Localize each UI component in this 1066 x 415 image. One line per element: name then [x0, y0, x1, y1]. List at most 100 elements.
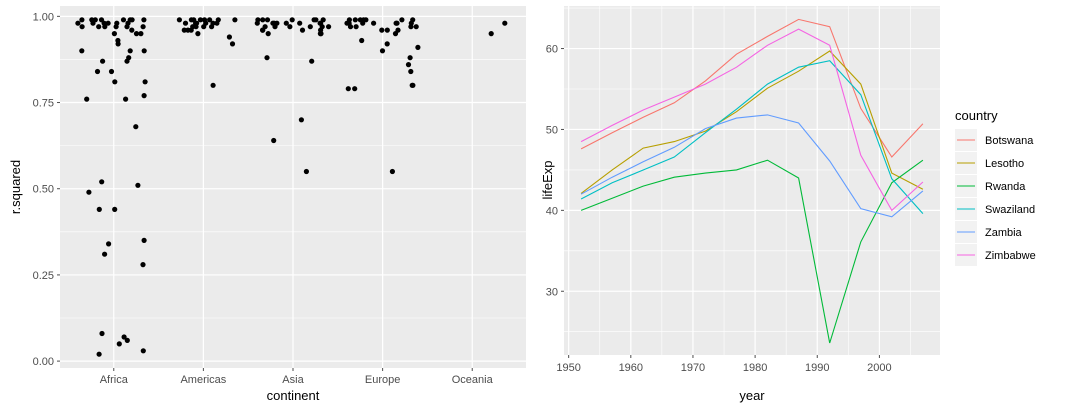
legend-label: Botswana: [985, 135, 1034, 147]
data-point-americas: [207, 17, 213, 23]
data-point-africa: [114, 20, 120, 26]
legend-title: country: [955, 108, 998, 123]
data-point-africa: [112, 79, 118, 85]
data-point-europe: [399, 17, 405, 23]
data-point-africa: [133, 124, 139, 130]
data-point-africa: [124, 337, 130, 343]
left-x-axis-label: continent: [267, 388, 320, 403]
data-point-africa: [141, 237, 147, 243]
left-x-tick-label: Europe: [365, 374, 400, 386]
legend-items: Botswana Lesotho Rwanda Swaziland Zambia Zimb…: [955, 129, 1036, 266]
left-chart: 0.00 0.25 0.50 0.75 1.00 Africa Americas Asia E…: [8, 6, 526, 403]
legend-item-swaziland: Swaziland: [955, 198, 1035, 220]
data-point-africa: [96, 351, 102, 357]
data-point-americas: [201, 24, 207, 30]
data-point-europe: [410, 82, 416, 88]
left-x-tick-label: Africa: [100, 374, 129, 386]
data-point-africa: [84, 96, 90, 102]
series-line-swaziland: [580, 60, 924, 214]
data-point-americas: [232, 17, 238, 23]
data-point-asia: [271, 137, 277, 144]
series-line-zambia: [580, 114, 924, 218]
legend-item-botswana: Botswana: [955, 129, 1034, 151]
data-point-europe: [353, 24, 359, 30]
legend-label: Swaziland: [985, 204, 1035, 216]
data-point-americas: [197, 17, 203, 23]
data-point-africa: [140, 24, 146, 30]
legend-item-rwanda: Rwanda: [955, 175, 1026, 197]
right-x-tick-label: 1990: [805, 362, 829, 374]
right-y-tick-label: 60: [546, 44, 558, 56]
data-point-africa: [124, 58, 130, 64]
data-point-americas: [201, 17, 208, 23]
right-x-axis-label: year: [739, 388, 765, 403]
data-point-europe: [384, 27, 390, 33]
data-point-asia: [271, 20, 277, 26]
data-point-americas: [226, 34, 232, 40]
data-point-africa: [96, 206, 102, 212]
left-y-axis-label: r.squared: [8, 160, 23, 214]
data-point-africa: [79, 48, 85, 54]
data-point-oceania: [502, 20, 508, 26]
data-point-europe: [408, 68, 414, 75]
right-x-tick-label: 1970: [681, 362, 705, 374]
data-point-africa: [111, 30, 117, 37]
series-line-zimbabwe: [580, 28, 924, 212]
data-point-asia: [289, 17, 295, 23]
data-point-europe: [379, 27, 385, 33]
data-point-africa: [140, 262, 146, 268]
data-point-asia: [317, 30, 323, 37]
data-point-africa: [75, 20, 81, 26]
data-point-africa: [140, 348, 146, 354]
data-point-asia: [264, 17, 271, 23]
data-point-africa: [86, 189, 92, 195]
data-point-africa: [79, 24, 85, 30]
data-point-asia: [313, 17, 319, 23]
right-chart: 30 40 50 60 1950 1960 1970 1980 1990 2000 year l…: [540, 6, 940, 403]
data-point-americas: [195, 30, 201, 37]
right-x-tick-label: 2000: [867, 362, 891, 374]
data-point-americas: [229, 41, 236, 47]
data-point-europe: [393, 20, 399, 26]
left-y-tick-label: 0.25: [33, 270, 54, 282]
right-x-tick-label: 1950: [556, 362, 580, 374]
right-x-tick-label: 1960: [619, 362, 643, 374]
right-plot-panel: [564, 6, 940, 355]
data-point-americas: [182, 20, 189, 26]
legend-item-lesotho: Lesotho: [955, 152, 1024, 174]
data-point-asia: [297, 20, 303, 26]
data-point-asia: [298, 117, 304, 123]
data-point-africa: [100, 58, 106, 64]
data-point-africa: [135, 182, 141, 188]
data-point-africa: [89, 17, 95, 23]
data-point-americas: [176, 17, 182, 23]
legend-label: Lesotho: [985, 158, 1024, 170]
left-y-tick-label: 0.75: [33, 98, 54, 110]
right-x-tick-label: 1980: [743, 362, 767, 374]
data-point-africa: [141, 17, 147, 23]
data-point-africa: [99, 179, 105, 185]
data-point-africa: [108, 68, 115, 75]
series-line-lesotho: [580, 50, 924, 194]
data-point-asia: [307, 24, 313, 30]
data-point-europe: [413, 24, 419, 30]
data-point-europe: [405, 62, 412, 68]
data-point-africa: [125, 20, 131, 26]
left-x-tick-label: Americas: [180, 374, 226, 386]
left-y-tick-label: 0.00: [33, 356, 54, 368]
data-point-europe: [384, 41, 390, 47]
right-x-ticks: 1950 1960 1970 1980 1990 2000: [556, 355, 892, 374]
data-point-europe: [407, 55, 413, 61]
data-point-americas: [188, 17, 194, 23]
data-point-asia: [309, 58, 315, 64]
left-y-tick-label: 1.00: [33, 11, 54, 23]
data-point-americas: [210, 82, 216, 88]
data-point-asia: [319, 24, 325, 30]
data-point-asia: [265, 30, 271, 37]
left-y-ticks: 0.00 0.25 0.50 0.75 1.00: [33, 11, 60, 368]
right-y-ticks: 30 40 50 60: [546, 44, 564, 298]
series-line-botswana: [580, 18, 924, 158]
data-point-europe: [360, 20, 366, 26]
data-point-africa: [129, 27, 135, 33]
data-point-africa: [127, 48, 133, 54]
